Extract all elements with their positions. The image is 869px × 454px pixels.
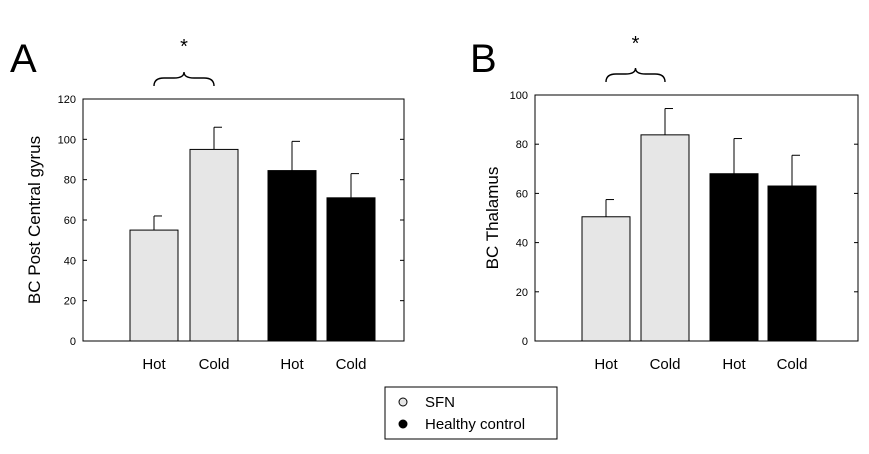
x-category-label: Cold [336,356,367,373]
y-tick-label: 20 [64,296,76,308]
legend-box [384,386,558,440]
y-tick-label: 40 [64,255,76,267]
chart-panel-a: 0 20 40 60 80 100 120 Hot Cold Hot Cold BC Post Cen… [10,36,405,373]
significance-brace [153,71,215,87]
panel-label: A [10,37,37,81]
y-tick-label: 60 [64,215,76,227]
y-tick-label: 100 [510,90,528,102]
x-category-label: Cold [199,356,230,373]
legend-marker-healthy-control [398,419,408,429]
legend-label-healthy-control: Healthy control [425,416,525,433]
plot-frame [534,94,859,342]
y-axis-label: BC Thalamus [483,167,502,270]
y-tick-label: 80 [64,175,76,187]
x-category-label: Hot [594,356,618,373]
y-tick-label: 0 [522,336,528,348]
legend: SFN Healthy control [384,386,558,440]
significance-star: * [632,33,640,55]
legend-marker-sfn [398,397,408,407]
y-tick-label: 80 [516,139,528,151]
chart-panel-b: 0 20 40 60 80 100 Hot Cold Hot Cold BC Thalamus B * [470,33,859,373]
legend-label-sfn: SFN [425,394,455,411]
significance-brace [605,67,666,83]
bar-sfn-hot [129,229,179,342]
bar-healthy-control-cold [767,185,817,342]
bar-sfn-hot [581,216,631,342]
x-category-label: Cold [650,356,681,373]
x-category-label: Hot [280,356,304,373]
y-axis-label: BC Post Central gyrus [25,136,44,304]
panel-label: B [470,37,497,81]
bar-healthy-control-cold [326,197,376,342]
y-tick-label: 40 [516,238,528,250]
bar-sfn-cold [189,148,239,342]
y-tick-label: 60 [516,188,528,200]
bar-healthy-control-hot [709,173,759,342]
significance-star: * [180,36,188,58]
y-tick-label: 100 [58,134,76,146]
bar-sfn-cold [640,134,690,342]
x-category-label: Hot [142,356,166,373]
y-tick-label: 20 [516,287,528,299]
x-category-label: Cold [777,356,808,373]
y-tick-label: 0 [70,336,76,348]
x-category-label: Hot [722,356,746,373]
y-tick-label: 120 [58,94,76,106]
bar-healthy-control-hot [267,170,317,342]
